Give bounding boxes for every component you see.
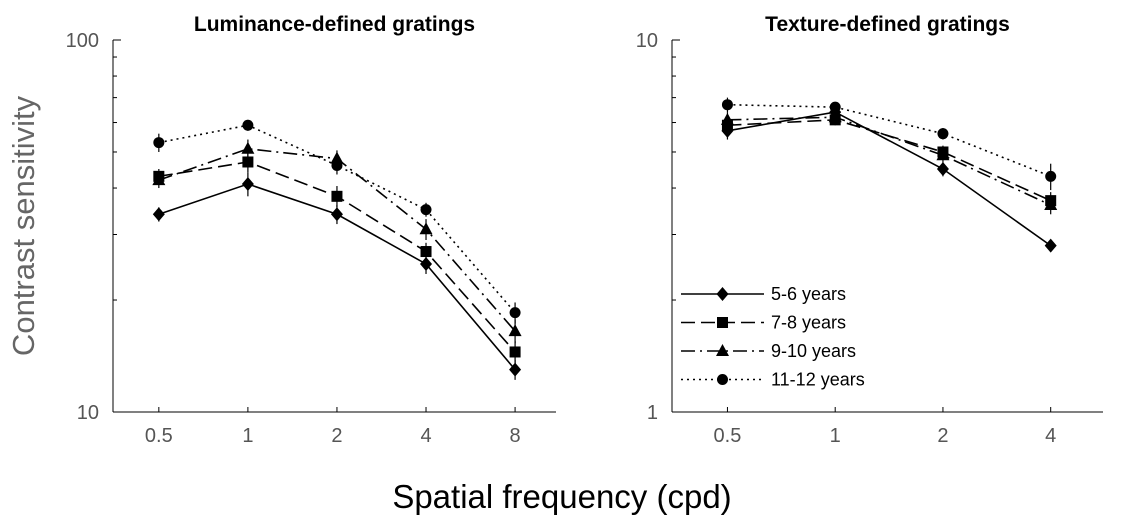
y-axis-label: Contrast sensitivity <box>6 95 41 356</box>
legend: 5-6 years 7-8 years 9-10 years 11-12 years <box>681 284 865 390</box>
data-point <box>720 112 734 125</box>
data-point <box>152 173 166 186</box>
data-point <box>331 190 343 202</box>
texture-panel: Texture-defined gratings 1 10 0.5 1 2 4 5-6 yea… <box>636 13 1103 447</box>
x-tick-label: 4 <box>1045 425 1056 447</box>
data-point <box>242 119 254 131</box>
legend-label: 9-10 years <box>771 341 856 361</box>
x-tick-label: 0.5 <box>714 425 742 447</box>
x-axis-label: Spatial frequency (cpd) <box>392 478 731 515</box>
legend-marker <box>716 344 729 356</box>
series-line <box>158 124 516 314</box>
data-point <box>420 256 433 271</box>
data-point <box>1044 198 1058 211</box>
series-7-8-years <box>721 114 1057 210</box>
data-point <box>153 137 165 149</box>
data-point <box>936 148 950 161</box>
panel-title: Luminance-defined gratings <box>194 13 475 36</box>
data-point <box>721 99 733 111</box>
data-point <box>241 177 254 192</box>
series-line <box>727 103 1051 178</box>
data-point <box>1044 238 1057 253</box>
y-tick-label: 1 <box>647 402 658 424</box>
x-tick-label: 4 <box>420 425 431 447</box>
luminance-panel: Luminance-defined gratings 10 100 0.5 1 2 4 8 <box>66 13 556 447</box>
series-11-12-years <box>721 97 1057 191</box>
series-9-10-years <box>720 110 1058 215</box>
data-point <box>937 128 949 140</box>
x-tick-label: 1 <box>242 425 253 447</box>
series-5-6-years <box>721 105 1057 253</box>
series-line <box>727 119 1052 202</box>
x-tick-label: 0.5 <box>145 425 173 447</box>
x-tick-label: 2 <box>331 425 342 447</box>
data-point <box>508 324 522 337</box>
data-point <box>509 346 521 358</box>
legend-marker <box>717 374 728 385</box>
data-point <box>331 159 343 171</box>
data-point <box>420 204 432 216</box>
series-line <box>727 111 1052 247</box>
x-tick-label: 8 <box>510 425 521 447</box>
data-point <box>242 156 254 168</box>
series-line <box>727 116 1052 206</box>
data-point <box>829 101 841 113</box>
data-point <box>241 141 255 154</box>
series-5-6-years <box>152 172 522 380</box>
data-point <box>936 162 949 177</box>
data-point <box>509 362 522 377</box>
legend-marker <box>716 287 729 301</box>
y-tick-label: 10 <box>77 402 99 424</box>
data-point <box>152 207 165 222</box>
legend-label: 7-8 years <box>771 313 846 333</box>
series-line <box>158 147 516 332</box>
data-point <box>420 246 432 258</box>
legend-marker <box>717 317 728 328</box>
legend-label: 5-6 years <box>771 284 846 304</box>
series-11-12-years <box>153 119 521 324</box>
legend-label: 11-12 years <box>771 370 865 390</box>
data-point <box>828 110 842 123</box>
data-point <box>419 222 433 235</box>
x-tick-label: 2 <box>937 425 948 447</box>
data-point <box>509 307 521 319</box>
data-point <box>330 207 343 222</box>
data-point <box>1045 170 1057 182</box>
panel-title: Texture-defined gratings <box>765 13 1010 36</box>
series-7-8-years <box>153 151 521 364</box>
x-tick-label: 1 <box>830 425 841 447</box>
y-tick-label: 100 <box>66 30 99 52</box>
y-tick-label: 10 <box>636 30 658 52</box>
